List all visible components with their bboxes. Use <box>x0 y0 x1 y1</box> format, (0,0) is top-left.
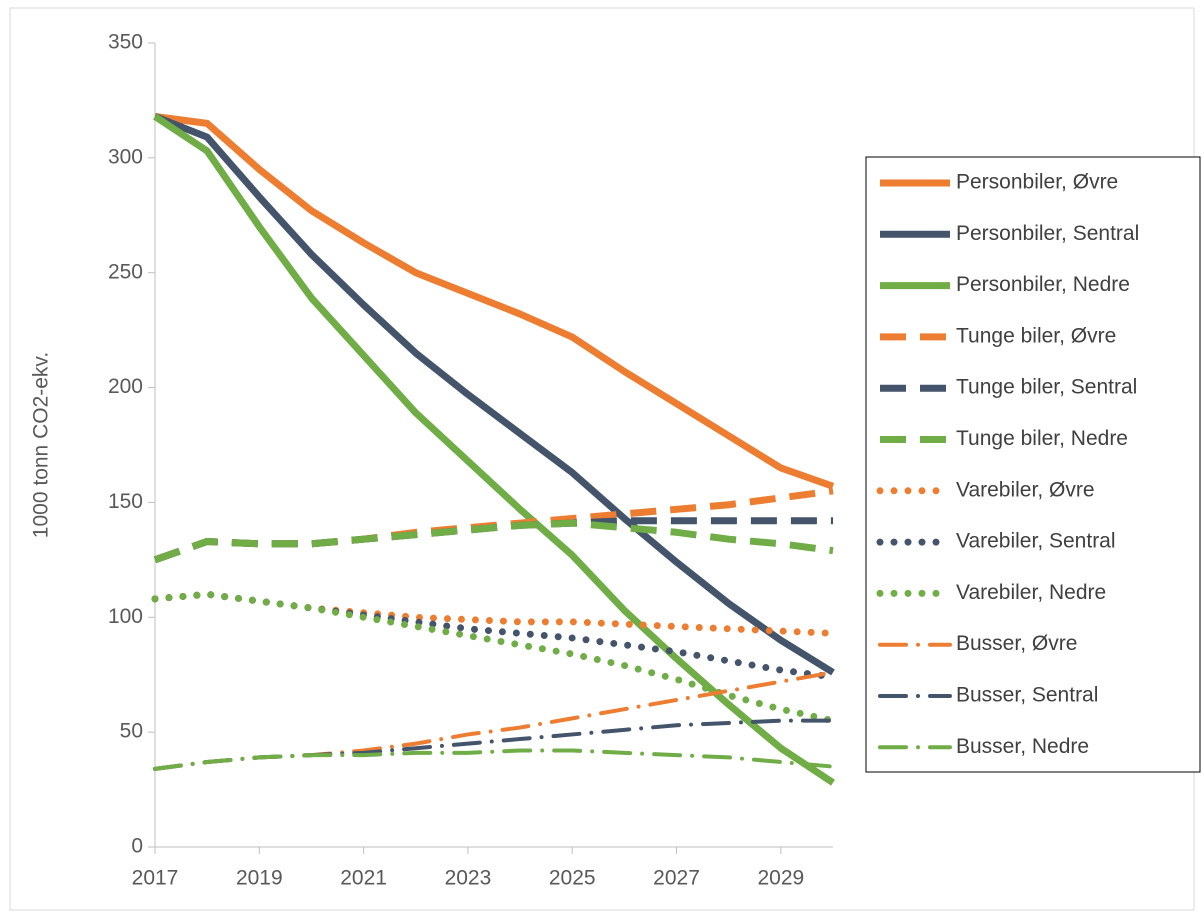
x-tick-label: 2021 <box>340 867 387 890</box>
y-tick-label: 100 <box>108 605 143 628</box>
series-line <box>153 519 834 564</box>
legend-label: Personbiler, Sentral <box>956 222 1139 245</box>
legend-label: Busser, Nedre <box>956 735 1089 758</box>
series-line <box>154 113 835 490</box>
y-tick-label: 300 <box>108 145 143 168</box>
x-tick-label: 2029 <box>757 867 804 890</box>
legend-label: Personbiler, Øvre <box>956 171 1118 194</box>
x-tick-label: 2017 <box>132 867 179 890</box>
x-tick-label: 2025 <box>549 867 596 890</box>
x-tick-label: 2027 <box>653 867 700 890</box>
legend-label: Tunge biler, Nedre <box>956 427 1128 450</box>
x-tick-label: 2023 <box>445 867 492 890</box>
legend-box <box>865 156 1201 773</box>
series-line <box>153 113 835 676</box>
series-line <box>153 113 835 786</box>
legend-label: Personbiler, Nedre <box>956 273 1130 296</box>
y-tick-label: 50 <box>120 720 143 743</box>
y-tick-label: 0 <box>131 835 143 858</box>
legend-label: Tunge biler, Sentral <box>956 376 1137 399</box>
legend-label: Busser, Øvre <box>956 632 1077 655</box>
y-axis-label: 1000 tonn CO2-ekv. <box>30 352 53 538</box>
legend-label: Busser, Sentral <box>956 684 1098 707</box>
y-tick-label: 150 <box>108 490 143 513</box>
legend-label: Varebiler, Nedre <box>956 581 1106 604</box>
series-line <box>153 748 835 771</box>
x-tick-label: 2019 <box>236 867 283 890</box>
legend-label: Varebiler, Øvre <box>956 478 1095 501</box>
y-tick-label: 200 <box>108 375 143 398</box>
legend-label: Varebiler, Sentral <box>956 530 1116 553</box>
legend-label: Tunge biler, Øvre <box>956 324 1116 347</box>
y-tick-label: 250 <box>108 260 143 283</box>
y-tick-label: 350 <box>108 31 143 54</box>
